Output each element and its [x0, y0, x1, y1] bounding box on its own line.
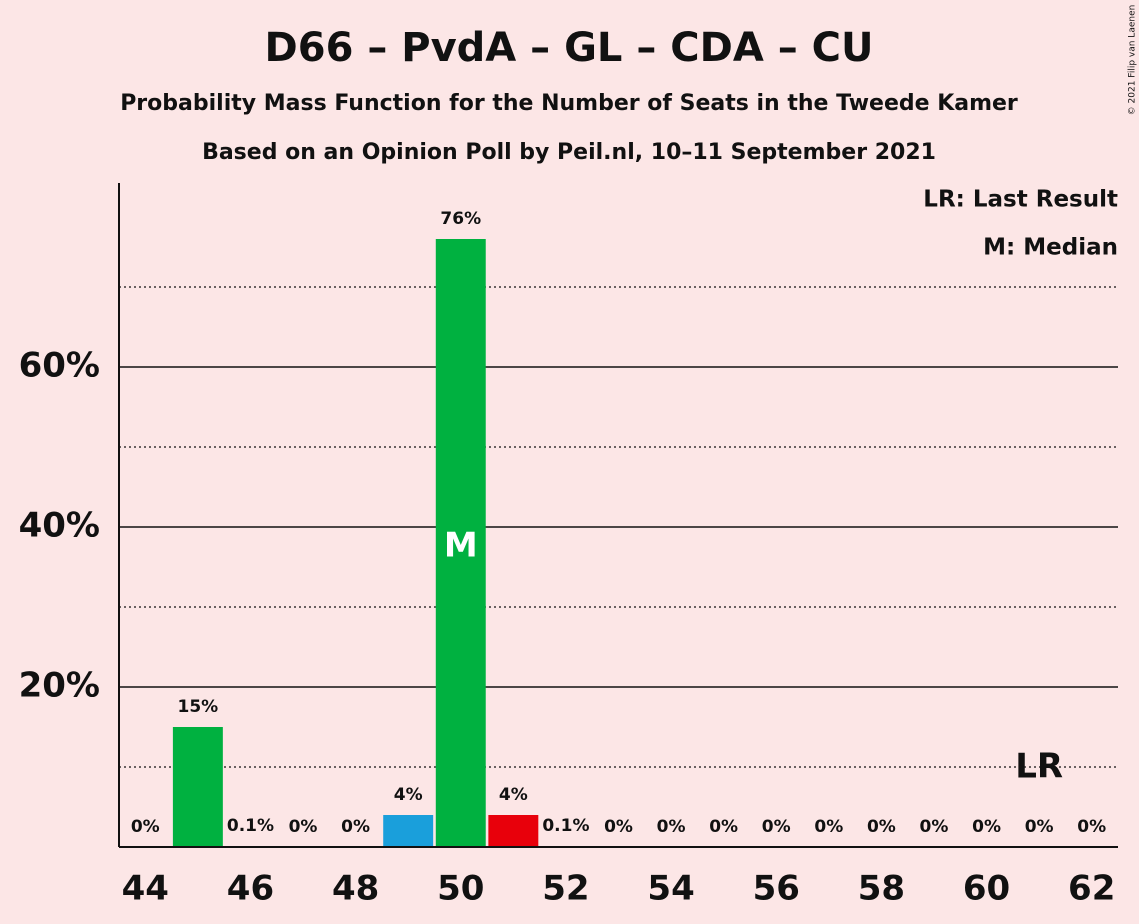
copyright: © 2021 Filip van Laenen [1128, 5, 1138, 116]
bar [488, 815, 539, 847]
value-label: 0% [762, 817, 791, 837]
value-label: 0% [709, 817, 738, 837]
value-label: 0% [972, 817, 1001, 837]
value-label: 15% [178, 697, 219, 717]
y-tick-label: 60% [19, 346, 100, 386]
chart-subtitle: Based on an Opinion Poll by Peil.nl, 10–… [202, 140, 936, 165]
x-tick-label: 58 [858, 869, 905, 909]
bar [383, 815, 434, 847]
y-tick-label: 40% [19, 506, 100, 546]
chart-subtitle: Probability Mass Function for the Number… [120, 91, 1018, 116]
value-label: 0% [657, 817, 686, 837]
value-label: 0% [920, 817, 949, 837]
x-tick-label: 62 [1068, 869, 1115, 909]
x-tick-label: 52 [542, 869, 589, 909]
value-label: 0% [867, 817, 896, 837]
x-tick-label: 60 [963, 869, 1010, 909]
y-tick-label: 20% [19, 666, 100, 706]
x-tick-label: 50 [437, 869, 484, 909]
value-label: 0% [814, 817, 843, 837]
bar [172, 727, 223, 847]
value-label: 0% [1025, 817, 1054, 837]
value-label: 0% [1077, 817, 1106, 837]
legend-entry: LR: Last Result [923, 187, 1118, 213]
x-tick-label: 54 [647, 869, 694, 909]
x-tick-label: 56 [753, 869, 800, 909]
value-label: 0% [341, 817, 370, 837]
legend-entry: M: Median [983, 235, 1118, 261]
value-label: 0% [289, 817, 318, 837]
value-label: 76% [440, 209, 481, 229]
value-label: 4% [499, 785, 528, 805]
x-tick-label: 44 [122, 869, 169, 909]
chart-title: D66 – PvdA – GL – CDA – CU [265, 25, 874, 71]
value-label: 0.1% [542, 816, 589, 836]
bar [435, 239, 486, 847]
value-label: 0.1% [227, 816, 274, 836]
value-label: 4% [394, 785, 423, 805]
x-tick-label: 48 [332, 869, 379, 909]
value-label: 0% [131, 817, 160, 837]
last-result-marker: LR [1015, 747, 1063, 787]
x-tick-label: 46 [227, 869, 274, 909]
value-label: 0% [604, 817, 633, 837]
median-marker: M [444, 526, 478, 566]
